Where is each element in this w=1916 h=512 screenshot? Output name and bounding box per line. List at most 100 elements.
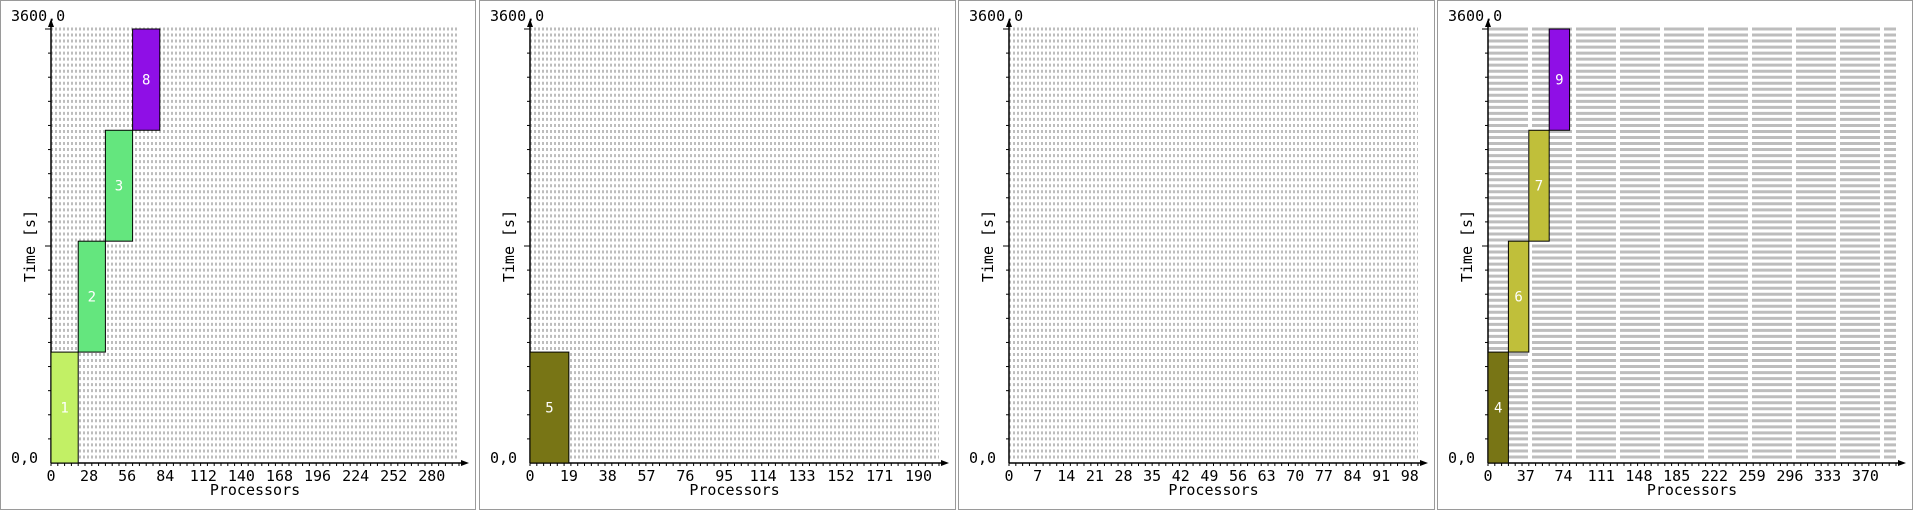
- job-label: 8: [142, 73, 150, 89]
- x-tick-label: 0: [1483, 467, 1492, 485]
- chart-1-svg: 1 2 3 8 3600,0 0,0 Time [s] 0 28 56 84 112 140 168 196…: [11, 7, 469, 499]
- y-axis-arrow: [1485, 19, 1491, 27]
- y-top-label: 3600,0: [1448, 7, 1502, 25]
- x-tick-label: 333: [1814, 467, 1841, 485]
- x-tick-label: 112: [190, 467, 217, 485]
- job-label: 6: [1514, 290, 1522, 306]
- x-tick-label: 190: [905, 467, 932, 485]
- job-bar: [1528, 129, 1550, 242]
- job-label: 4: [1494, 401, 1502, 417]
- x-tick-label: 185: [1663, 467, 1690, 485]
- x-tick-label: 222: [1701, 467, 1728, 485]
- x-tick-label: 28: [80, 467, 98, 485]
- x-tick-label: 56: [1229, 467, 1247, 485]
- x-axis-label: Processors: [689, 481, 779, 499]
- job-label: 3: [115, 179, 123, 195]
- y-axis-label: Time [s]: [21, 210, 39, 282]
- y-origin-label: 0,0: [11, 449, 38, 467]
- chart-2-svg: 5 3600,0 0,0 Time [s] 0 19 38 57 76 95 114 133 152 17…: [490, 7, 949, 499]
- job-bar: [104, 129, 134, 242]
- x-tick-label: 57: [638, 467, 656, 485]
- job-bar: [1548, 28, 1571, 131]
- y-top-label: 3600,0: [969, 7, 1023, 25]
- job-label: 2: [88, 290, 96, 306]
- grid: [1488, 27, 1896, 459]
- job-bar: [77, 240, 106, 353]
- x-tick-label: 42: [1172, 467, 1190, 485]
- y-axis-arrow: [48, 19, 54, 27]
- x-tick-label: 7: [1033, 467, 1042, 485]
- job-bar: [1487, 351, 1509, 464]
- x-axis-label: Processors: [1647, 481, 1737, 499]
- x-tick-label: 95: [715, 467, 733, 485]
- x-tick-label: 28: [1114, 467, 1132, 485]
- y-axis-arrow: [1006, 19, 1012, 27]
- y-origin-label: 0,0: [490, 449, 517, 467]
- grid: [51, 27, 459, 459]
- x-tick-label: 370: [1852, 467, 1879, 485]
- x-tick-label: 280: [418, 467, 445, 485]
- x-tick-label: 63: [1258, 467, 1276, 485]
- job-label: 5: [545, 401, 553, 417]
- x-tick-label: 56: [118, 467, 136, 485]
- x-tick-label: 76: [676, 467, 694, 485]
- x-tick-label: 224: [342, 467, 369, 485]
- x-tick-label: 140: [228, 467, 255, 485]
- job-label: 1: [60, 401, 68, 417]
- x-tick-label: 296: [1776, 467, 1803, 485]
- x-tick-label: 148: [1625, 467, 1652, 485]
- y-top-label: 3600,0: [11, 7, 65, 25]
- x-tick-label: 38: [599, 467, 617, 485]
- x-tick-label: 19: [560, 467, 578, 485]
- job-label: 7: [1535, 179, 1543, 195]
- chart-3-svg: 3600,0 0,0 Time [s] 0 7 14 21 28 35 42 49 56 63 70 77 8…: [969, 7, 1428, 499]
- chart-panel-4: 4 6 7 9 3600,0 0,0 Time [s] 0 37 74 111 148 185 222 25…: [1437, 0, 1913, 510]
- chart-4-svg: 4 6 7 9 3600,0 0,0 Time [s] 0 37 74 111 148 185 222 25…: [1448, 7, 1906, 499]
- grid: [530, 27, 939, 459]
- x-tick-label: 133: [788, 467, 815, 485]
- y-axis-label: Time [s]: [1458, 210, 1476, 282]
- x-tick-label: 84: [1344, 467, 1362, 485]
- y-axis-arrow: [527, 19, 533, 27]
- x-tick-label: 91: [1372, 467, 1390, 485]
- x-tick-label: 259: [1739, 467, 1766, 485]
- y-top-label: 3600,0: [490, 7, 544, 25]
- x-tick-label: 0: [46, 467, 55, 485]
- x-tick-label: 168: [266, 467, 293, 485]
- x-axis-label: Processors: [210, 481, 300, 499]
- chart-panel-3: 3600,0 0,0 Time [s] 0 7 14 21 28 35 42 49 56 63 70 77 8…: [958, 0, 1435, 510]
- x-tick-label: 37: [1517, 467, 1535, 485]
- y-origin-label: 0,0: [969, 449, 996, 467]
- grid: [1009, 27, 1418, 459]
- y-origin-label: 0,0: [1448, 449, 1475, 467]
- x-tick-label: 84: [156, 467, 174, 485]
- x-tick-label: 74: [1554, 467, 1572, 485]
- x-tick-label: 77: [1315, 467, 1333, 485]
- x-tick-label: 196: [304, 467, 331, 485]
- x-tick-label: 252: [380, 467, 407, 485]
- y-axis-label: Time [s]: [979, 210, 997, 282]
- x-tick-label: 111: [1588, 467, 1615, 485]
- x-axis-arrow: [1420, 460, 1428, 466]
- x-axis-arrow: [941, 460, 949, 466]
- x-tick-label: 171: [866, 467, 893, 485]
- job-bar: [529, 351, 570, 464]
- y-axis-label: Time [s]: [500, 210, 518, 282]
- x-tick-label: 0: [525, 467, 534, 485]
- x-tick-label: 114: [750, 467, 777, 485]
- x-tick-label: 14: [1057, 467, 1075, 485]
- x-axis-arrow: [1898, 460, 1906, 466]
- x-tick-label: 70: [1286, 467, 1304, 485]
- chart-panel-2: 5 3600,0 0,0 Time [s] 0 19 38 57 76 95 114 133 152 17…: [479, 0, 956, 510]
- job-label: 9: [1555, 73, 1563, 89]
- x-axis-label: Processors: [1168, 481, 1258, 499]
- x-tick-label: 49: [1200, 467, 1218, 485]
- x-tick-label: 0: [1004, 467, 1013, 485]
- x-axis-arrow: [461, 460, 469, 466]
- x-tick-label: 152: [827, 467, 854, 485]
- chart-panel-1: 1 2 3 8 3600,0 0,0 Time [s] 0 28 56 84 112 140 168 196…: [0, 0, 476, 510]
- job-bar: [1507, 240, 1530, 353]
- x-tick-label: 35: [1143, 467, 1161, 485]
- job-bar: [132, 28, 161, 131]
- x-tick-label: 98: [1401, 467, 1419, 485]
